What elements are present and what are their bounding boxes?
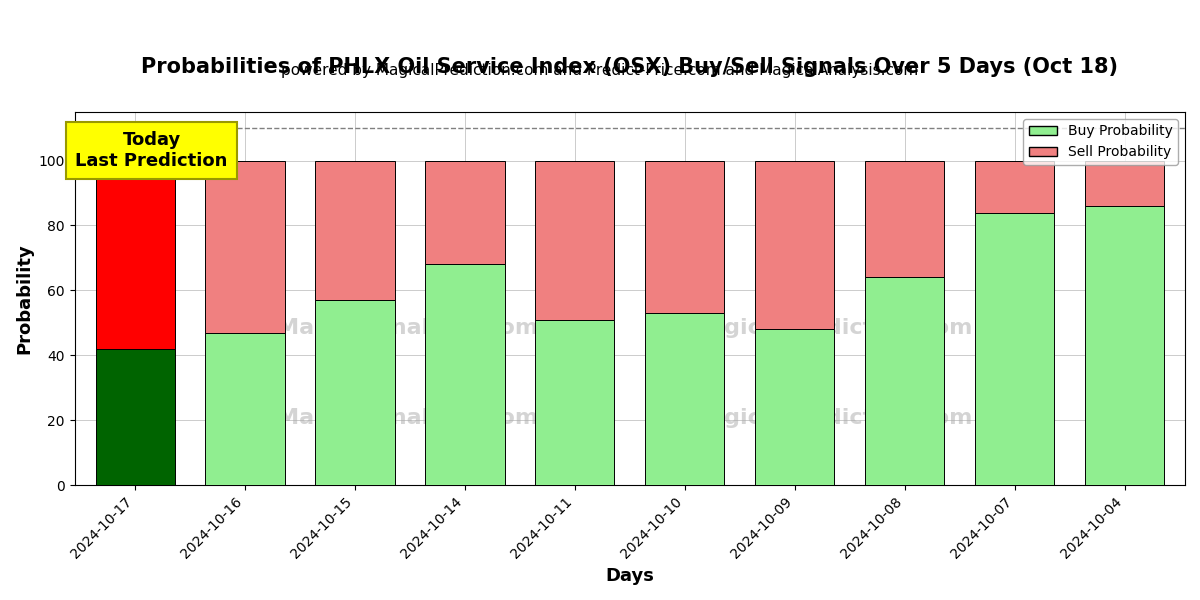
Bar — [316, 300, 395, 485]
Y-axis label: Probability: Probability — [16, 243, 34, 354]
Bar — [96, 349, 175, 485]
Text: powered by MagicalPrediction.com and Predict-Price.com and MagicalAnalysis.com: powered by MagicalPrediction.com and Pre… — [281, 63, 919, 78]
Text: MagicalAnalysis.com: MagicalAnalysis.com — [277, 408, 539, 428]
Bar — [755, 329, 834, 485]
Text: MagicalPrediction.com: MagicalPrediction.com — [688, 319, 972, 338]
Bar — [96, 161, 175, 349]
Bar — [1085, 161, 1164, 206]
Text: MagicalPrediction.com: MagicalPrediction.com — [688, 408, 972, 428]
Bar — [316, 161, 395, 300]
Bar — [976, 212, 1054, 485]
Bar — [755, 161, 834, 329]
Bar — [535, 320, 614, 485]
Bar — [425, 265, 504, 485]
Bar — [205, 332, 284, 485]
Bar — [535, 161, 614, 320]
Bar — [865, 277, 944, 485]
Title: Probabilities of PHLX Oil Service Index (OSX) Buy/Sell Signals Over 5 Days (Oct : Probabilities of PHLX Oil Service Index … — [142, 57, 1118, 77]
Bar — [425, 161, 504, 265]
Bar — [1085, 206, 1164, 485]
Bar — [646, 161, 725, 313]
X-axis label: Days: Days — [605, 567, 654, 585]
Bar — [205, 161, 284, 332]
Bar — [865, 161, 944, 277]
Bar — [976, 161, 1054, 212]
Text: Today
Last Prediction: Today Last Prediction — [76, 131, 228, 170]
Text: MagicalAnalysis.com: MagicalAnalysis.com — [277, 319, 539, 338]
Legend: Buy Probability, Sell Probability: Buy Probability, Sell Probability — [1024, 119, 1178, 165]
Bar — [646, 313, 725, 485]
